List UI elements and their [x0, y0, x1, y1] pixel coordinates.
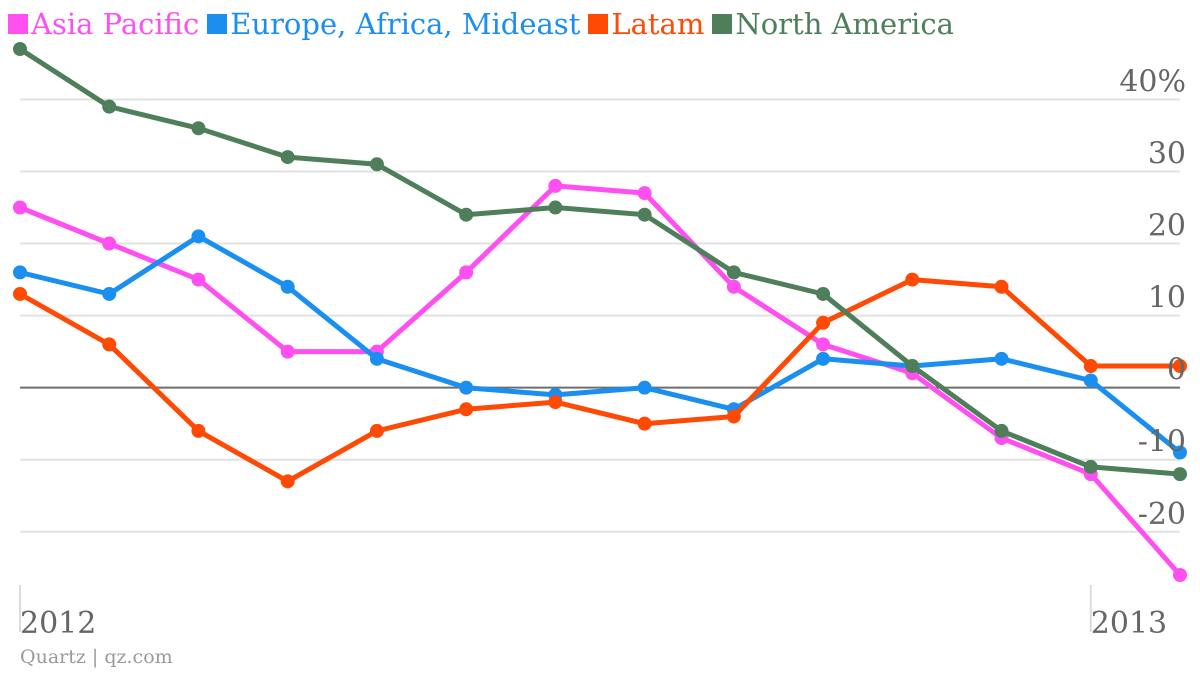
series-north-america	[13, 42, 1187, 482]
data-point[interactable]	[102, 337, 117, 352]
legend-label: Asia Pacific	[31, 7, 200, 41]
gridlines	[20, 98, 1180, 533]
y-tick-label: 30	[1148, 136, 1186, 171]
data-point[interactable]	[191, 229, 206, 244]
legend-item-asia-pacific[interactable]: Asia Pacific	[8, 7, 199, 41]
data-point[interactable]	[102, 236, 117, 251]
data-point[interactable]	[459, 265, 474, 280]
series-line-europe-africa-mideast	[17, 233, 1183, 455]
data-point[interactable]	[191, 423, 206, 438]
data-point[interactable]	[548, 395, 563, 410]
data-point[interactable]	[1173, 359, 1187, 374]
data-point[interactable]	[459, 207, 474, 222]
series-group	[13, 42, 1187, 582]
data-point[interactable]	[1083, 373, 1098, 388]
x-tick-label: 2012	[20, 606, 96, 641]
data-point[interactable]	[13, 265, 27, 280]
data-point[interactable]	[280, 279, 295, 294]
data-point[interactable]	[548, 178, 563, 193]
series-asia-pacific	[13, 178, 1187, 582]
data-point[interactable]	[816, 286, 831, 301]
axes	[19, 386, 1180, 632]
data-point[interactable]	[191, 272, 206, 287]
data-point[interactable]	[280, 150, 295, 165]
series-line-north-america	[17, 46, 1183, 477]
data-point[interactable]	[994, 351, 1009, 366]
x-tick-label: 2013	[1091, 606, 1167, 641]
y-tick-label: -20	[1138, 497, 1186, 532]
data-point[interactable]	[816, 351, 831, 366]
legend-label: Europe, Africa, Mideast	[230, 7, 581, 41]
data-point[interactable]	[280, 474, 295, 489]
legend-swatch	[588, 14, 609, 34]
y-tick-label: 10	[1148, 281, 1186, 316]
data-point[interactable]	[637, 207, 652, 222]
data-point[interactable]	[369, 423, 384, 438]
data-point[interactable]	[1173, 445, 1187, 460]
legend-item-europe-africa-mideast[interactable]: Europe, Africa, Mideast	[207, 7, 580, 41]
y-tick-label: 20	[1148, 209, 1186, 244]
data-point[interactable]	[369, 351, 384, 366]
series-line-latam	[17, 277, 1183, 484]
data-point[interactable]	[280, 344, 295, 359]
data-point[interactable]	[994, 423, 1009, 438]
series-europe-africa-mideast	[13, 229, 1187, 460]
legend-swatch	[712, 14, 733, 34]
y-tick-label: 40%	[1119, 64, 1186, 99]
data-point[interactable]	[191, 121, 206, 136]
data-point[interactable]	[1173, 467, 1187, 482]
data-point[interactable]	[816, 315, 831, 330]
data-point[interactable]	[816, 337, 831, 352]
series-latam	[13, 272, 1187, 489]
legend-item-latam[interactable]: Latam	[588, 7, 704, 41]
legend: Asia Pacific Europe, Africa, Mideast Lat…	[8, 4, 962, 44]
data-point[interactable]	[905, 272, 920, 287]
series-line-asia-pacific	[17, 183, 1183, 578]
source-credit: Quartz | qz.com	[20, 646, 173, 668]
data-point[interactable]	[102, 99, 117, 114]
legend-swatch	[8, 14, 28, 34]
data-point[interactable]	[13, 200, 27, 215]
data-point[interactable]	[13, 42, 27, 56]
data-point[interactable]	[726, 265, 741, 280]
legend-swatch	[207, 14, 228, 34]
data-point[interactable]	[637, 380, 652, 395]
legend-label: North America	[735, 7, 954, 41]
y-tick-label: 0	[1167, 353, 1186, 388]
data-point[interactable]	[726, 279, 741, 294]
data-point[interactable]	[726, 409, 741, 424]
legend-item-north-america[interactable]: North America	[712, 7, 954, 41]
data-point[interactable]	[13, 286, 27, 301]
data-point[interactable]	[637, 186, 652, 201]
tick-labels: 40% 30 20 10 0 -10 -20 2012 2013	[20, 64, 1186, 641]
data-point[interactable]	[369, 157, 384, 172]
y-tick-label: -10	[1138, 425, 1186, 460]
data-point[interactable]	[548, 200, 563, 215]
data-point[interactable]	[1083, 459, 1098, 474]
data-point[interactable]	[994, 279, 1009, 294]
legend-label: Latam	[611, 7, 705, 41]
data-point[interactable]	[459, 380, 474, 395]
data-point[interactable]	[637, 416, 652, 431]
data-point[interactable]	[905, 359, 920, 374]
data-point[interactable]	[459, 402, 474, 417]
data-point[interactable]	[102, 286, 117, 301]
data-point[interactable]	[1173, 568, 1187, 582]
data-point[interactable]	[1083, 359, 1098, 374]
